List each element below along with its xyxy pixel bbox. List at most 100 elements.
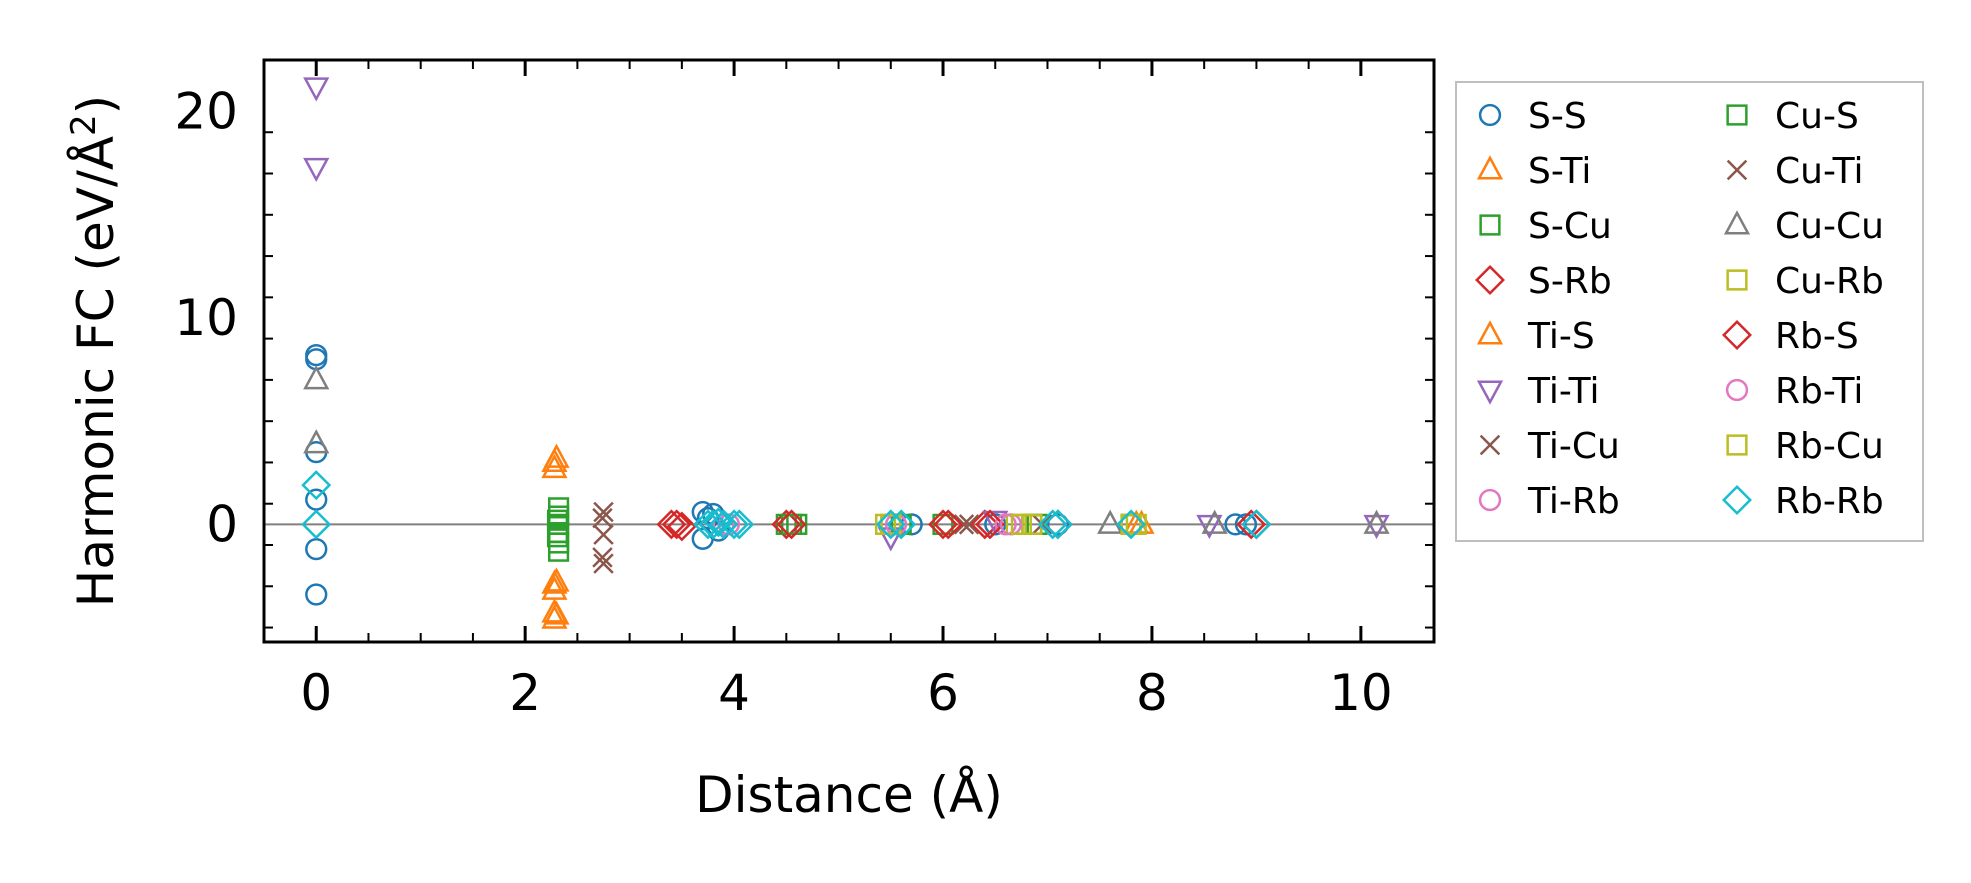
data-point xyxy=(301,470,332,501)
data-point xyxy=(543,600,570,625)
data-point xyxy=(1097,509,1124,534)
data-point xyxy=(776,509,807,540)
data-point xyxy=(303,365,330,390)
x-axis-label: Distance (Å) xyxy=(695,766,1003,824)
data-point xyxy=(724,509,755,540)
data-points xyxy=(301,77,1390,629)
data-point xyxy=(928,509,958,540)
data-point xyxy=(593,501,614,523)
legend-marker xyxy=(1726,104,1748,126)
data-point xyxy=(656,509,687,540)
legend-marker xyxy=(1726,269,1748,291)
data-point xyxy=(1116,509,1147,540)
legend-marker xyxy=(1723,210,1751,235)
x-tick-label: 4 xyxy=(718,664,750,722)
data-point xyxy=(880,513,902,535)
data-point xyxy=(666,511,697,542)
legend-label: Rb-Cu xyxy=(1775,426,1884,467)
legend-marker xyxy=(1475,265,1505,295)
data-point xyxy=(592,507,613,529)
data-point xyxy=(543,443,570,468)
legend-marker xyxy=(1722,485,1752,515)
legend-marker xyxy=(1476,380,1504,405)
y-tick-label: 10 xyxy=(174,289,238,347)
data-point xyxy=(693,509,723,540)
axis-ticks xyxy=(264,60,1434,642)
legend-box xyxy=(1455,81,1924,542)
plot-frame xyxy=(262,58,1436,644)
data-point xyxy=(592,547,613,568)
data-point xyxy=(886,509,917,540)
data-point xyxy=(303,429,330,454)
data-point xyxy=(1236,509,1267,540)
legend-label: Cu-Ti xyxy=(1775,151,1864,192)
data-point xyxy=(1224,513,1247,536)
data-point xyxy=(1363,509,1390,534)
legend-marker xyxy=(1726,159,1748,181)
data-point xyxy=(719,509,750,540)
legend-marker xyxy=(1476,155,1504,180)
data-point xyxy=(958,514,980,535)
data-point xyxy=(593,553,614,574)
y-tick-labels: 0 10 20 xyxy=(174,83,238,554)
legend-label: Cu-S xyxy=(1775,96,1859,137)
legend-marker xyxy=(1726,434,1748,456)
x-tick-label: 0 xyxy=(300,664,332,722)
legend-label: Cu-Cu xyxy=(1775,206,1884,247)
data-point xyxy=(1037,509,1068,540)
x-tick-label: 8 xyxy=(1136,664,1168,722)
legend-marker xyxy=(1476,320,1504,345)
legend-label: S-Ti xyxy=(1528,151,1591,192)
data-point xyxy=(547,540,570,562)
data-point xyxy=(1201,509,1228,534)
data-point xyxy=(1042,509,1073,540)
data-point xyxy=(546,526,569,548)
legend-label: Cu-Rb xyxy=(1775,261,1884,302)
data-point xyxy=(303,157,330,183)
data-point xyxy=(543,567,570,592)
data-point xyxy=(1046,513,1070,536)
data-point xyxy=(1196,514,1223,540)
legend-label: Rb-Rb xyxy=(1775,481,1884,522)
legend: S-S S-Ti S-Cu S-Rb Ti-S Ti-Ti Ti-Cu Ti-Rb Cu-S Cu… xyxy=(1475,96,1884,522)
data-point xyxy=(698,509,729,540)
data-point xyxy=(1363,514,1390,540)
legend-label: Ti-Ti xyxy=(1527,371,1599,412)
data-point xyxy=(1241,509,1272,540)
legend-marker xyxy=(1478,103,1502,127)
legend-label: Rb-S xyxy=(1775,316,1859,357)
legend-label: S-Rb xyxy=(1528,261,1612,302)
legend-label: Ti-Cu xyxy=(1527,426,1620,467)
legend-marker xyxy=(1479,434,1501,456)
data-point xyxy=(593,524,614,545)
data-point xyxy=(546,509,569,531)
legend-label: Ti-S xyxy=(1527,316,1595,357)
data-point xyxy=(1010,513,1032,535)
legend-marker xyxy=(1479,214,1501,236)
legend-label: S-Cu xyxy=(1528,206,1612,247)
x-tick-label: 2 xyxy=(509,664,541,722)
data-point xyxy=(953,514,975,535)
data-point xyxy=(708,509,739,540)
x-tick-labels: 0 2 4 6 8 10 xyxy=(300,664,1392,722)
data-point xyxy=(780,513,803,535)
data-point xyxy=(303,77,330,102)
data-point xyxy=(975,509,1005,540)
legend-marker xyxy=(1722,320,1752,350)
y-tick-label: 20 xyxy=(174,83,238,141)
legend-marker xyxy=(1725,378,1749,402)
y-tick-label: 0 xyxy=(206,495,238,553)
data-point xyxy=(969,509,1000,540)
legend-label: S-S xyxy=(1528,96,1587,137)
data-point xyxy=(305,537,328,561)
data-point xyxy=(875,509,906,540)
x-tick-label: 6 xyxy=(927,664,959,722)
data-point xyxy=(1234,513,1258,536)
y-axis-label: Harmonic FC (eV/Å2) xyxy=(64,95,125,607)
data-point xyxy=(717,513,741,536)
data-point xyxy=(661,509,692,540)
data-point xyxy=(301,509,332,540)
data-point xyxy=(933,509,964,540)
legend-marker xyxy=(1478,488,1502,512)
